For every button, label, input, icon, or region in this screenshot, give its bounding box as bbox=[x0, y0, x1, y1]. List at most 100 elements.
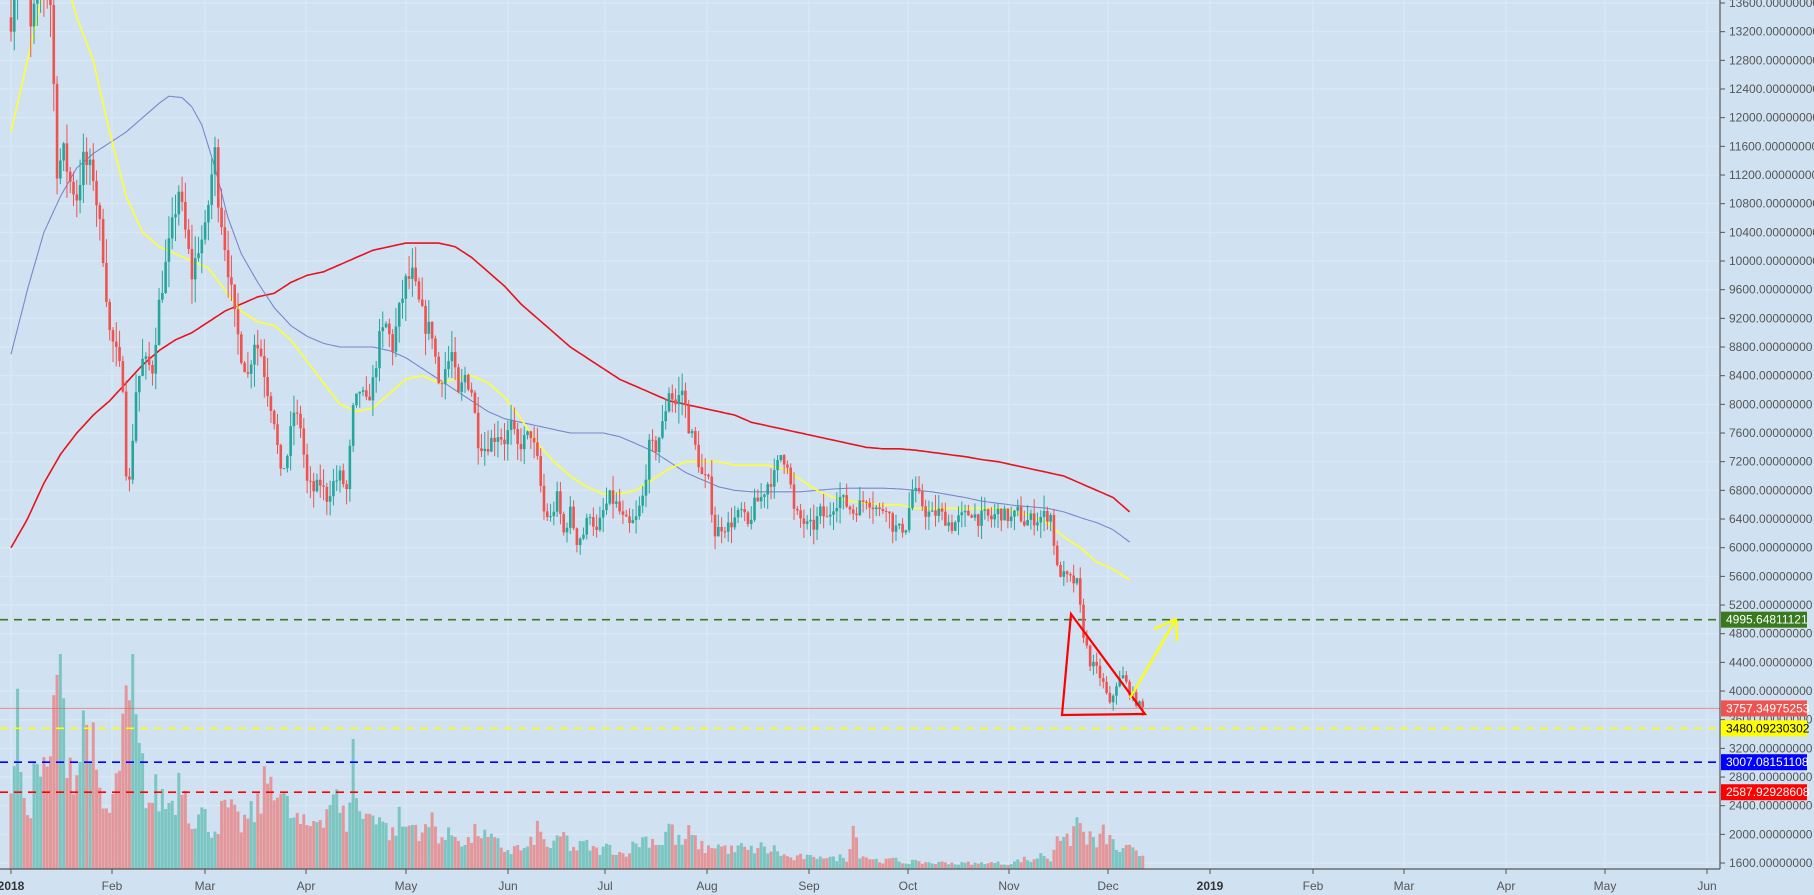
volume-bar bbox=[216, 834, 220, 869]
candle-body bbox=[1088, 645, 1092, 667]
candle-body bbox=[522, 435, 526, 450]
candle-body bbox=[59, 160, 62, 179]
volume-bar bbox=[657, 844, 661, 869]
candle-body bbox=[516, 428, 519, 444]
candle-body bbox=[911, 490, 914, 509]
volume-bar bbox=[98, 787, 102, 869]
volume-bar bbox=[154, 774, 158, 869]
candle-body bbox=[506, 430, 510, 445]
price-tag bbox=[1721, 720, 1807, 737]
candle-body bbox=[667, 393, 671, 412]
candle-body bbox=[805, 521, 809, 524]
candle-body bbox=[822, 506, 825, 517]
arrow-line[interactable] bbox=[1129, 618, 1177, 699]
price-tick-label: 4400.00000000 bbox=[1729, 655, 1813, 669]
volume-bar bbox=[624, 856, 628, 869]
volume-bar bbox=[828, 856, 832, 869]
candle-body bbox=[29, 0, 33, 27]
volume-bar bbox=[262, 766, 266, 869]
ma-fast-line bbox=[10, 0, 1131, 581]
price-tick-label: 6000.00000000 bbox=[1729, 541, 1813, 555]
drawn-annotations[interactable] bbox=[1060, 611, 1179, 717]
candle-body bbox=[108, 301, 111, 331]
volume-bar bbox=[236, 811, 240, 869]
arrow-head-icon bbox=[1153, 617, 1179, 642]
volume-bar bbox=[384, 822, 388, 869]
candle-body bbox=[539, 456, 542, 486]
volume-bar bbox=[608, 844, 612, 869]
volume-bar bbox=[512, 846, 516, 869]
candle-body bbox=[654, 440, 658, 453]
candle-body bbox=[815, 516, 819, 530]
volume-bar bbox=[325, 809, 329, 869]
candle-body bbox=[749, 519, 753, 525]
volume-bar bbox=[759, 842, 763, 869]
volume-bar bbox=[940, 861, 944, 869]
volume-bar bbox=[35, 764, 39, 869]
candle-body bbox=[851, 509, 855, 514]
candle-body bbox=[365, 390, 368, 397]
volume-bar bbox=[1062, 836, 1066, 869]
candle-body bbox=[680, 390, 684, 396]
candle-body bbox=[901, 523, 904, 533]
candle-body bbox=[361, 390, 365, 392]
candle-body bbox=[259, 348, 263, 357]
horizontal-levels[interactable] bbox=[0, 618, 1720, 794]
candle-body bbox=[881, 509, 885, 511]
volume-bar bbox=[111, 794, 115, 869]
volume-bar bbox=[160, 788, 164, 869]
volume-bar bbox=[815, 858, 819, 869]
volume-bar bbox=[1101, 824, 1105, 869]
candle-body bbox=[325, 486, 329, 502]
candle-body bbox=[536, 442, 539, 457]
volume-bar bbox=[914, 859, 918, 869]
candle-body bbox=[509, 420, 513, 431]
volume-bar bbox=[299, 824, 303, 869]
candle-body bbox=[792, 484, 796, 509]
candle-body bbox=[776, 460, 779, 471]
candle-body bbox=[996, 508, 1000, 515]
candle-body bbox=[374, 368, 378, 378]
candle-body bbox=[1101, 678, 1105, 682]
volume-bar bbox=[72, 794, 76, 869]
volume-bar bbox=[776, 851, 780, 869]
candle-body bbox=[542, 485, 546, 512]
volume-bar bbox=[532, 844, 536, 869]
candle-body bbox=[220, 207, 223, 228]
volume-bar bbox=[713, 848, 717, 869]
candle-body bbox=[559, 491, 562, 515]
candle-body bbox=[677, 395, 681, 405]
candle-body bbox=[207, 204, 210, 223]
price-axis[interactable]: 13600.00000000 13200.00000000 12800.000000… bbox=[1719, 0, 1814, 870]
candle-body bbox=[832, 511, 835, 515]
volume-bar bbox=[1026, 860, 1030, 869]
candle-body bbox=[562, 514, 566, 533]
candle-body bbox=[473, 392, 477, 413]
candle-body bbox=[141, 358, 144, 376]
volume-bar bbox=[187, 823, 191, 869]
volume-bar bbox=[1072, 826, 1076, 869]
candle-body bbox=[1003, 508, 1006, 521]
triangle-pattern[interactable] bbox=[1060, 611, 1148, 717]
volume-bar bbox=[519, 850, 523, 869]
price-tick-label: 12800.00000000 bbox=[1729, 53, 1814, 67]
volume-bar bbox=[312, 821, 316, 869]
time-axis[interactable]: 2018 Feb Mar Apr May Jun Jul Aug Sep Oct Nov Dec 201… bbox=[0, 868, 1720, 893]
price-tick-label: 9600.00000000 bbox=[1729, 283, 1813, 297]
candle-body bbox=[269, 396, 273, 411]
candle-body bbox=[351, 405, 355, 446]
price-tick-label: 9200.00000000 bbox=[1729, 311, 1813, 325]
volume-bar bbox=[499, 847, 503, 869]
volume-bar bbox=[470, 842, 474, 869]
volume-bar bbox=[957, 864, 961, 869]
candle-body bbox=[407, 276, 411, 279]
volume-bar bbox=[440, 837, 444, 869]
candle-body bbox=[957, 515, 960, 523]
candle-body bbox=[634, 516, 638, 520]
candle-body bbox=[812, 519, 816, 530]
volume-bar bbox=[1108, 834, 1112, 869]
candle-body bbox=[529, 431, 533, 438]
candle-body bbox=[1108, 692, 1112, 703]
volume-bar bbox=[808, 855, 812, 869]
